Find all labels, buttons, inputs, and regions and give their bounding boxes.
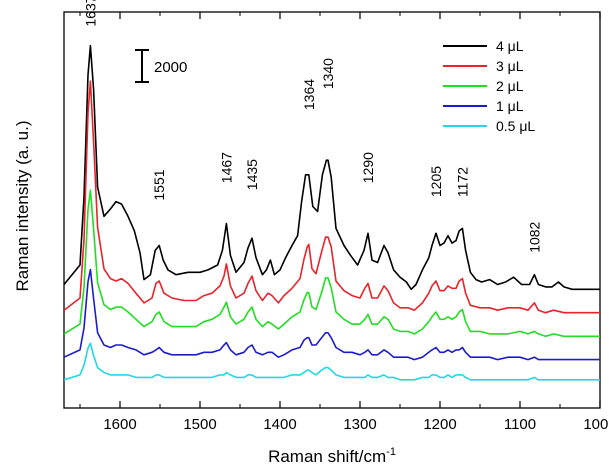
peak-label: 1340: [320, 58, 336, 89]
peak-label: 1290: [360, 152, 376, 183]
x-axis-label: Raman shift/cm-1: [268, 446, 396, 466]
scale-bar: 2000: [135, 49, 187, 83]
x-tick-label: 1500: [183, 416, 216, 433]
x-axis-label-superscript: -1: [386, 446, 396, 458]
peak-label: 1637: [82, 0, 98, 27]
x-axis-label-text: Raman shift/cm: [268, 447, 386, 466]
peak-label: 1364: [301, 79, 317, 110]
plot-frame: [63, 11, 601, 409]
series-line-1: [63, 80, 600, 314]
peak-label: 1172: [454, 167, 470, 197]
legend-label-3: 1 μL: [496, 98, 524, 114]
legend-label-1: 3 μL: [496, 58, 524, 74]
peak-label: 1435: [244, 159, 260, 190]
peak-label: 1467: [218, 152, 234, 183]
x-tick-label: 1400: [263, 416, 296, 433]
x-tick-label: 1300: [343, 416, 376, 433]
x-tick-label: 1200: [423, 416, 456, 433]
series-line-3: [63, 268, 600, 361]
series-line-2: [63, 189, 600, 338]
legend-label-2: 2 μL: [496, 78, 524, 94]
legend-label-0: 4 μL: [496, 38, 524, 54]
x-tick-label: 1100: [504, 416, 536, 433]
x-tick-label: 1600: [103, 416, 136, 433]
x-tick-label: 1000: [583, 416, 609, 433]
peak-label: 1205: [428, 166, 444, 197]
series-line-4: [63, 342, 600, 381]
legend: 4 μL 3 μL 2 μL 1 μL 0.5 μL: [443, 38, 535, 134]
series-line-0: [63, 44, 600, 291]
peak-label: 1551: [151, 169, 167, 200]
legend-label-4: 0.5 μL: [496, 118, 535, 134]
x-axis-ticks: 1600 1500 1400 1300 1200 1100 1000: [79, 12, 609, 433]
series-layer: [63, 44, 600, 381]
scale-bar-label: 2000: [154, 59, 187, 76]
peak-label: 1082: [526, 221, 542, 252]
y-axis-label: Raman intensity (a. u.): [13, 120, 32, 291]
